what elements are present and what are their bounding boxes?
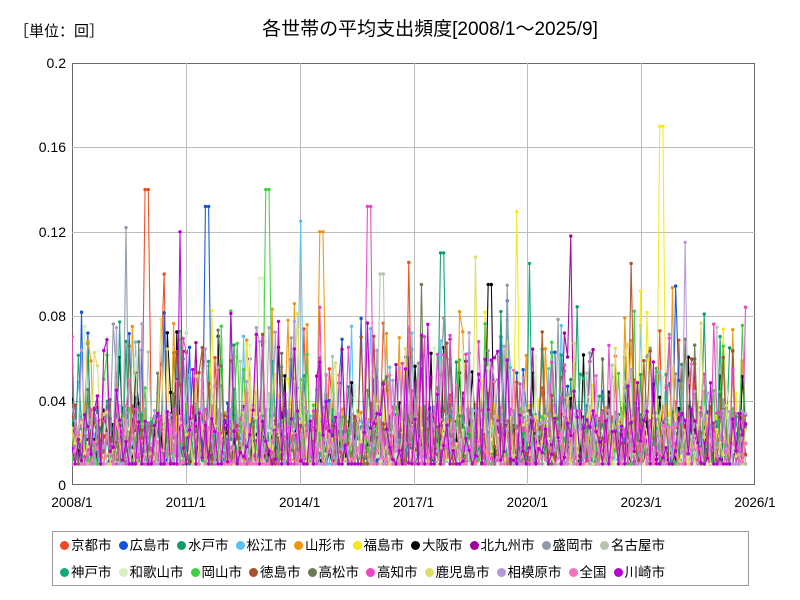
legend-row: 神戸市 和歌山市 岡山市 徳島市 高松市 高知市 鹿児島市 相模原市 全国 川崎市: [53, 559, 748, 586]
x-axis-tick-label: 2017/1: [392, 495, 435, 510]
legend-label: 鹿児島市: [435, 564, 490, 580]
legend-label: 相模原市: [507, 564, 562, 580]
legend-marker-icon: [352, 541, 362, 550]
legend-label: 大阪市: [422, 537, 463, 553]
y-axis-tick-label: 0.16: [38, 139, 66, 156]
legend-marker-icon: [60, 541, 69, 550]
legend-item-京都市[interactable]: 京都市: [60, 539, 112, 553]
legend-row: 京都市 広島市 水戸市 松江市 山形市 福島市 大阪市 北九州市 盛岡市 名古屋市: [53, 532, 748, 559]
legend-marker-icon: [249, 568, 258, 577]
legend-label: 徳島市: [260, 564, 301, 580]
legend-item-盛岡市[interactable]: 盛岡市: [541, 537, 594, 553]
legend-label: 京都市: [71, 537, 112, 553]
legend-marker-icon: [307, 568, 317, 577]
legend-marker-icon: [613, 568, 623, 577]
gridline-vertical: [641, 63, 643, 485]
series-markers: [72, 230, 748, 466]
legend-label: 川崎市: [624, 564, 666, 580]
legend-item-徳島市[interactable]: 徳島市: [249, 566, 301, 580]
legend: 京都市 広島市 水戸市 松江市 山形市 福島市 大阪市 北九州市 盛岡市 名古屋市 神戸市 和歌山市…: [52, 531, 749, 586]
legend-item-川崎市[interactable]: 川崎市: [613, 564, 666, 580]
legend-marker-icon: [541, 541, 551, 550]
legend-item-福島市[interactable]: 福島市: [352, 537, 405, 553]
legend-marker-icon: [366, 568, 375, 577]
legend-marker-icon: [235, 541, 245, 550]
legend-item-岡山市[interactable]: 岡山市: [190, 564, 243, 580]
legend-item-和歌山市[interactable]: 和歌山市: [118, 564, 184, 580]
legend-label: 神戸市: [71, 564, 112, 580]
y-axis-tick-label: 0.2: [46, 55, 66, 71]
legend-label: 広島市: [129, 537, 171, 553]
gridline-vertical: [527, 63, 529, 485]
gridline-vertical: [185, 63, 187, 485]
legend-item-鹿児島市[interactable]: 鹿児島市: [424, 564, 490, 580]
legend-item-高知市[interactable]: 高知市: [366, 566, 418, 580]
legend-item-神戸市[interactable]: 神戸市: [60, 566, 112, 580]
legend-marker-icon: [469, 541, 479, 550]
legend-label: 高松市: [318, 564, 360, 580]
x-axis-tick-label: 2020/1: [506, 495, 548, 510]
data-series-layer: [72, 124, 748, 467]
x-axis-tick-label: 2008/1: [51, 495, 93, 510]
legend-item-大阪市[interactable]: 大阪市: [411, 539, 463, 553]
legend-marker-icon: [118, 568, 128, 577]
legend-item-水戸市[interactable]: 水戸市: [177, 539, 229, 553]
legend-label: 高知市: [377, 564, 418, 580]
y-axis-tick-label: 0.12: [38, 223, 66, 240]
y-axis-tick-label: 0.04: [38, 392, 66, 409]
chart-title: 各世帯の平均支出頻度[2008/1～2025/9]: [262, 19, 598, 40]
legend-marker-icon: [568, 568, 578, 577]
legend-label: 山形市: [305, 537, 346, 553]
legend-label: 盛岡市: [552, 537, 594, 553]
legend-item-山形市[interactable]: 山形市: [294, 539, 346, 553]
legend-marker-icon: [190, 568, 200, 577]
legend-item-松江市[interactable]: 松江市: [235, 537, 288, 553]
legend-item-名古屋市[interactable]: 名古屋市: [600, 539, 665, 553]
legend-marker-icon: [496, 568, 506, 577]
x-axis-tick-label: 2023/1: [620, 495, 662, 510]
legend-item-全国[interactable]: 全国: [568, 564, 607, 580]
legend-item-相模原市[interactable]: 相模原市: [496, 564, 562, 580]
unit-label: ［単位：回］: [14, 23, 105, 40]
legend-marker-icon: [60, 568, 69, 577]
legend-label: 全国: [579, 564, 607, 580]
x-axis-tick-label: 2026/1: [734, 495, 776, 510]
legend-marker-icon: [600, 541, 609, 550]
gridline-vertical: [413, 63, 415, 485]
legend-label: 和歌山市: [129, 564, 184, 580]
legend-marker-icon: [177, 541, 186, 550]
legend-label: 福島市: [363, 537, 405, 553]
legend-item-高松市[interactable]: 高松市: [307, 564, 360, 580]
plot-area: [72, 63, 755, 485]
legend-item-北九州市[interactable]: 北九州市: [469, 537, 535, 553]
legend-marker-icon: [118, 541, 128, 550]
legend-marker-icon: [411, 541, 420, 550]
legend-label: 岡山市: [201, 564, 243, 580]
y-axis-labels: 0 0.04 0.08 0.12 0.16 0.2: [0, 55, 66, 493]
legend-label: 水戸市: [188, 537, 229, 553]
y-axis-tick-label: 0.08: [38, 308, 66, 325]
legend-label: 北九州市: [480, 537, 535, 553]
x-axis-tick-label: 2011/1: [165, 495, 206, 510]
legend-label: 松江市: [246, 537, 288, 553]
legend-item-広島市[interactable]: 広島市: [118, 537, 171, 553]
legend-marker-icon: [424, 568, 434, 577]
legend-label: 名古屋市: [611, 537, 665, 553]
x-axis-labels: 2008/1 2011/1 2014/1 2017/1 2020/1 2023/1 2026…: [0, 487, 800, 517]
x-axis-tick-label: 2014/1: [279, 495, 321, 510]
y-axis-tick-label: 0: [58, 477, 66, 493]
legend-marker-icon: [294, 541, 303, 550]
